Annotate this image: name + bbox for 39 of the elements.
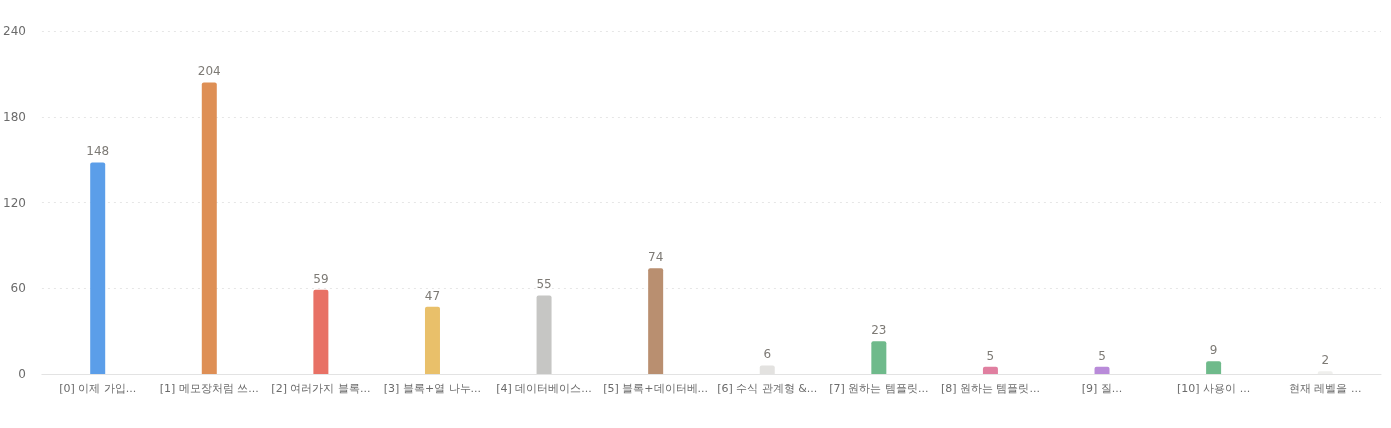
bar: [1206, 361, 1222, 374]
data-label: 148: [86, 144, 110, 159]
data-label: 74: [648, 250, 664, 265]
y-tick-label: 0: [18, 367, 26, 381]
x-tick-label: [7] 원하는 템플릿...: [829, 382, 929, 395]
x-tick-label: [3] 블록+열 나누...: [383, 382, 482, 395]
data-label: 2: [1321, 353, 1330, 368]
data-label: 59: [313, 271, 329, 286]
x-tick-label: [10] 사용이 ...: [1177, 382, 1251, 395]
bar: [313, 289, 329, 374]
bar: [201, 82, 217, 374]
x-tick-label: 현재 레벨을 ...: [1288, 382, 1362, 395]
data-label: 9: [1209, 343, 1218, 358]
data-label: 5: [1098, 348, 1106, 363]
data-label: 6: [763, 347, 772, 362]
bar: [1094, 366, 1110, 374]
y-tick-label: 60: [10, 281, 26, 296]
data-label: 5: [986, 348, 995, 363]
data-label: 23: [871, 323, 887, 338]
x-tick-label: [9] 질...: [1081, 382, 1123, 395]
data-label: 47: [424, 288, 441, 303]
bar: [871, 341, 887, 374]
y-tick-label: 180: [3, 109, 26, 124]
bar: [424, 306, 440, 374]
y-tick-label: 120: [3, 195, 26, 210]
x-tick-label: [6] 수식 관계형 &...: [717, 382, 818, 395]
x-tick-label: [0] 이제 가입...: [59, 382, 137, 395]
x-tick-label: [4] 데이터베이스...: [496, 382, 592, 395]
bar: [648, 268, 664, 374]
y-tick-label: 240: [3, 24, 26, 38]
x-tick-label: [5] 블록+데이터베...: [603, 382, 709, 395]
bar: [90, 162, 106, 374]
bar: [536, 295, 552, 374]
x-tick-label: [8] 원하는 템플릿...: [940, 382, 1040, 395]
x-tick-label: [1] 메모장처럼 쓰...: [159, 382, 259, 395]
x-tick-label: [2] 여러가지 블록...: [271, 382, 371, 395]
bar: [982, 366, 998, 374]
data-label: 204: [197, 64, 221, 79]
data-label: 55: [536, 277, 552, 292]
